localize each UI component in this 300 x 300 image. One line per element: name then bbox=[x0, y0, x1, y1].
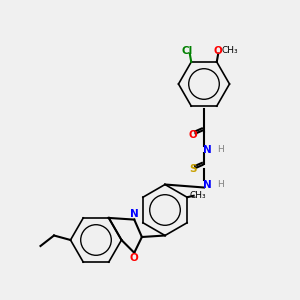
Text: Cl: Cl bbox=[181, 46, 192, 56]
Text: O: O bbox=[214, 46, 223, 56]
Text: H: H bbox=[217, 180, 224, 189]
Text: S: S bbox=[189, 164, 196, 174]
Text: H: H bbox=[217, 146, 224, 154]
Text: CH₃: CH₃ bbox=[221, 46, 238, 55]
Text: N: N bbox=[203, 179, 212, 190]
Text: O: O bbox=[188, 130, 197, 140]
Text: N: N bbox=[130, 209, 139, 219]
Text: O: O bbox=[130, 253, 139, 263]
Text: N: N bbox=[203, 145, 212, 155]
Text: CH₃: CH₃ bbox=[189, 191, 206, 200]
